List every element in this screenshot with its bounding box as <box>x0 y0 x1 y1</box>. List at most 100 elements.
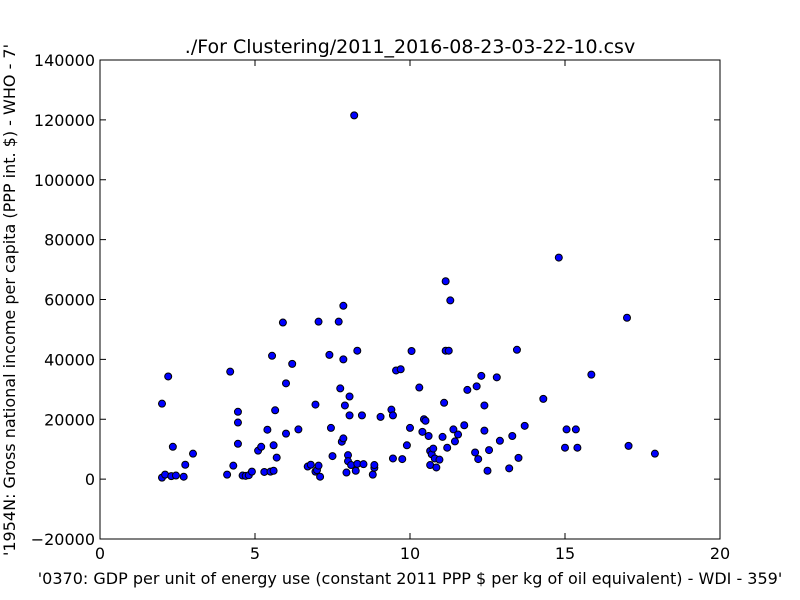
data-point <box>512 345 521 354</box>
plot-area <box>158 111 659 482</box>
data-point <box>272 453 281 462</box>
data-point <box>257 442 266 451</box>
y-axis: −20000 0 20000 40000 60000 80000 100000 120000 1… <box>31 51 720 549</box>
y-tick-label: 80000 <box>44 231 95 250</box>
data-point <box>571 425 580 434</box>
data-point <box>350 111 359 120</box>
data-point <box>339 355 348 364</box>
data-point <box>294 425 303 434</box>
data-point <box>421 416 430 425</box>
data-point <box>368 470 377 479</box>
data-point <box>429 444 438 453</box>
data-point <box>485 446 494 455</box>
data-point <box>508 432 517 441</box>
y-tick-label: 60000 <box>44 291 95 310</box>
data-point <box>345 392 354 401</box>
data-point <box>441 277 450 286</box>
x-tick-label: 0 <box>95 544 105 563</box>
data-point <box>396 365 405 374</box>
x-tick-label: 10 <box>400 544 420 563</box>
data-point <box>376 412 385 421</box>
data-point <box>288 359 297 368</box>
data-point <box>480 401 489 410</box>
data-point <box>440 398 449 407</box>
data-point <box>471 448 480 457</box>
data-point <box>388 411 397 420</box>
data-point <box>398 455 407 464</box>
data-point <box>415 383 424 392</box>
y-axis-label: '1954N: Gross national income per capita… <box>0 44 19 556</box>
data-point <box>226 367 235 376</box>
data-point <box>339 434 348 443</box>
data-point <box>268 351 277 360</box>
data-point <box>334 317 343 326</box>
data-point <box>158 399 166 408</box>
data-point <box>483 466 492 475</box>
data-point <box>316 472 325 481</box>
data-point <box>263 425 272 434</box>
data-point <box>311 400 320 409</box>
data-point <box>314 461 323 470</box>
data-point <box>438 432 447 441</box>
x-axis-label: '0370: GDP per unit of energy use (const… <box>38 569 782 588</box>
data-point <box>357 411 366 420</box>
data-point <box>179 472 188 481</box>
data-point <box>435 455 444 464</box>
data-point <box>450 437 459 446</box>
y-tick-label: 100000 <box>34 171 95 190</box>
data-point <box>271 406 280 415</box>
data-point <box>282 429 290 438</box>
data-point <box>443 443 452 452</box>
data-point <box>269 441 278 450</box>
data-point <box>472 382 481 391</box>
data-point <box>520 421 529 430</box>
data-point <box>340 401 349 410</box>
data-point <box>460 421 469 430</box>
data-point <box>345 411 354 420</box>
data-point <box>168 442 177 451</box>
data-point <box>624 441 633 450</box>
data-point <box>325 350 334 359</box>
data-point <box>418 427 427 436</box>
data-point <box>514 453 523 462</box>
y-tick-label: 40000 <box>44 350 95 369</box>
data-point <box>554 253 563 262</box>
data-point <box>223 470 232 479</box>
data-point <box>229 461 238 470</box>
data-point <box>359 460 368 469</box>
data-point <box>336 384 345 393</box>
data-point <box>449 425 458 434</box>
data-point <box>402 441 411 450</box>
data-point <box>539 394 548 403</box>
data-point <box>477 371 486 380</box>
y-tick-label: 120000 <box>34 111 95 130</box>
data-point <box>164 372 173 381</box>
data-point <box>505 464 514 473</box>
data-point <box>233 439 242 448</box>
x-tick-label: 20 <box>710 544 730 563</box>
data-point <box>189 449 197 458</box>
x-axis: 0 5 10 15 20 <box>95 60 730 563</box>
data-point <box>474 455 483 464</box>
data-point <box>480 426 489 435</box>
data-point <box>388 454 397 463</box>
data-point <box>351 466 360 475</box>
data-point <box>454 430 463 439</box>
data-point <box>269 466 278 475</box>
data-point <box>247 467 256 476</box>
data-point <box>587 370 596 379</box>
data-point <box>342 468 351 477</box>
data-point <box>233 407 242 416</box>
data-point <box>181 460 190 469</box>
x-tick-label: 15 <box>555 544 575 563</box>
data-point <box>561 443 569 452</box>
data-point <box>282 379 290 388</box>
y-tick-label: 0 <box>85 470 95 489</box>
data-point <box>306 460 315 469</box>
data-point <box>353 346 362 355</box>
chart-title: ./For Clustering/2011_2016-08-23-03-22-1… <box>185 36 635 58</box>
y-tick-label: 20000 <box>44 410 95 429</box>
data-point <box>623 313 631 322</box>
data-point <box>406 423 414 432</box>
